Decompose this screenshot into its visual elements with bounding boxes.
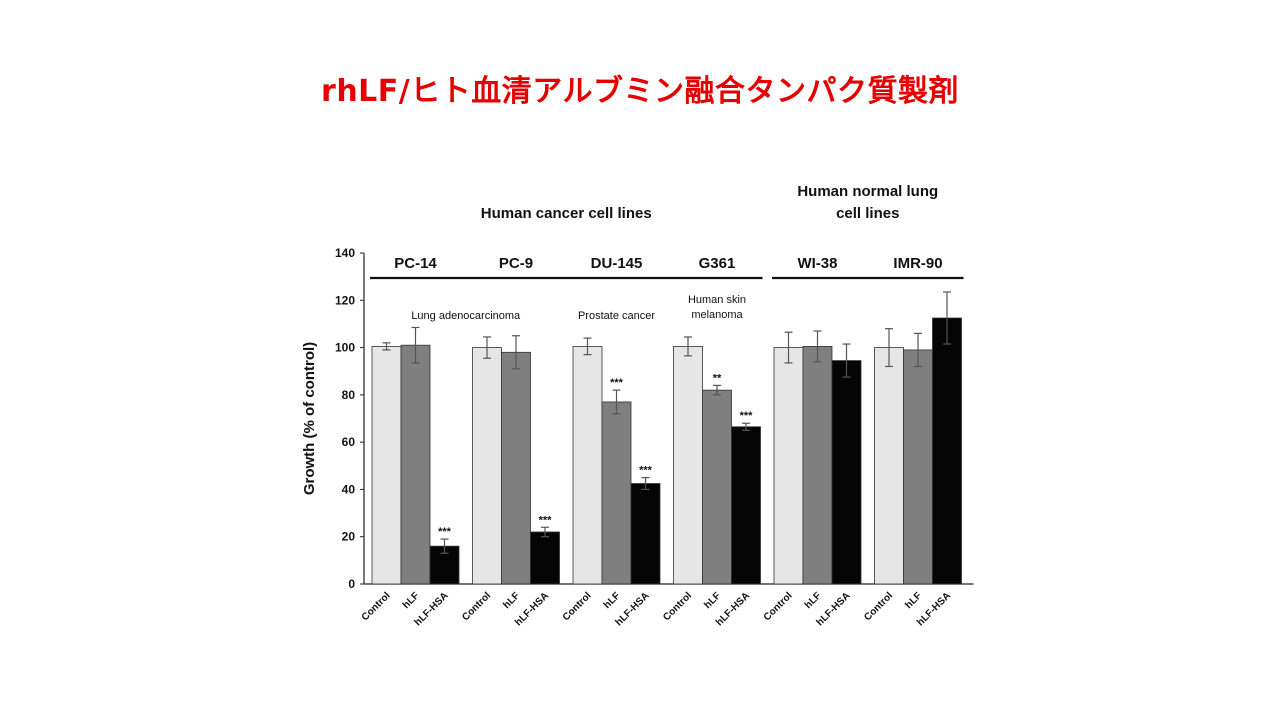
bar [874,347,904,585]
cell-line-label: PC-9 [499,255,533,272]
significance-marker: *** [438,526,452,538]
cell-line-label: IMR-90 [893,255,942,272]
x-tick-label: Control [661,590,694,623]
x-tick-label: hLF [401,590,422,611]
y-tick-label: 40 [342,482,356,496]
x-tick-label: Control [862,590,895,623]
cancer-type-annotation: Prostate cancer [578,310,655,322]
cancer-type-annotation: Lung adenocarcinoma [411,310,521,322]
y-tick-label: 20 [342,530,356,544]
y-tick-label: 60 [342,435,356,449]
y-axis-label: Growth (% of control) [301,342,318,495]
supergroup-label: Human cancer cell lines [481,205,652,222]
bar [630,483,661,585]
bar [501,351,531,585]
significance-marker: *** [639,465,653,477]
bar [572,345,603,585]
cell-line-label: PC-14 [394,255,437,272]
significance-marker: *** [610,377,624,389]
slide-title: rhLF/ヒト血清アルブミン融合タンパク質製剤 [321,74,959,109]
bar [773,347,804,585]
y-tick-label: 0 [348,577,355,591]
cell-line-label: G361 [699,255,736,272]
bar [601,401,632,585]
bar [932,317,962,585]
y-tick-label: 100 [335,341,355,355]
bar [673,345,703,585]
x-tick-label: hLF [702,590,723,611]
x-tick-label: hLF [803,590,824,611]
x-tick-label: Control [360,590,393,623]
y-tick-label: 80 [342,388,356,402]
significance-marker: *** [740,410,754,422]
supergroup-label: cell lines [836,205,899,222]
bar [400,344,431,585]
x-tick-label: hLF [602,590,623,611]
bar [731,426,761,585]
significance-marker: *** [539,514,553,526]
y-tick-label: 140 [335,246,355,260]
cancer-type-annotation: melanoma [691,309,743,321]
bar [530,531,560,585]
x-tick-label: hLF [903,590,924,611]
x-tick-label: Control [561,590,594,623]
cell-line-label: WI-38 [797,255,837,272]
bar [802,345,833,585]
x-tick-label: Control [460,590,493,623]
significance-marker: ** [713,372,722,384]
supergroup-label: Human normal lung [797,183,938,200]
bar [472,347,502,585]
y-tick-label: 120 [335,293,355,307]
bar [831,360,862,585]
bar [702,389,732,585]
cancer-type-annotation: Human skin [688,294,746,306]
cell-line-label: DU-145 [591,255,643,272]
bar [371,345,402,585]
x-tick-label: hLF [501,590,522,611]
bar [903,349,933,585]
x-tick-label: Control [762,590,795,623]
